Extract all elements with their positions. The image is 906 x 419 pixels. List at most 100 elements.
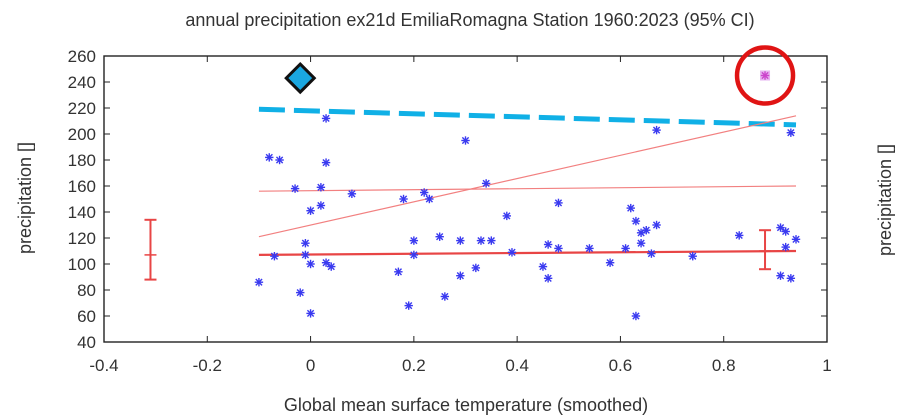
data-point <box>301 239 310 248</box>
data-point <box>791 235 801 244</box>
data-point <box>652 220 661 230</box>
data-point <box>786 274 796 283</box>
y-tick-label: 80 <box>77 281 96 300</box>
chart-title: annual precipitation ex21d EmiliaRomagna… <box>185 10 754 30</box>
data-points <box>254 114 801 321</box>
x-tick-label: 0.8 <box>712 356 736 375</box>
highlight-circle <box>734 45 796 106</box>
data-point <box>321 258 331 267</box>
y-tick-label: 240 <box>68 73 96 92</box>
data-point <box>781 242 790 252</box>
data-point <box>456 236 465 245</box>
data-point <box>626 203 635 213</box>
data-point <box>419 188 429 197</box>
data-point <box>394 267 403 276</box>
data-point <box>786 128 796 137</box>
data-point <box>688 252 697 261</box>
data-point <box>399 194 408 204</box>
data-point <box>456 271 465 280</box>
data-point <box>554 198 563 208</box>
x-tick-label: -0.4 <box>89 356 118 375</box>
data-point <box>652 125 661 135</box>
x-tick-label: -0.2 <box>193 356 222 375</box>
diamond-marker <box>284 61 317 95</box>
y-tick-label: 40 <box>77 333 96 352</box>
data-point <box>605 258 615 267</box>
y-axis-label: precipitation [] <box>15 142 35 254</box>
data-point <box>543 274 553 283</box>
data-point <box>487 236 496 245</box>
data-point <box>631 311 641 321</box>
data-point <box>347 189 357 198</box>
data-point <box>275 155 284 165</box>
data-point <box>781 227 790 236</box>
data-point <box>647 249 656 258</box>
data-point <box>306 259 315 269</box>
data-point <box>502 211 512 221</box>
x-tick-label: 1 <box>822 356 831 375</box>
y-tick-label: 220 <box>68 99 96 118</box>
data-point <box>507 248 517 257</box>
y-axis: 40 60 80 100 120 140 160 180 200 220 240 260 <box>68 47 827 352</box>
data-point <box>265 153 274 162</box>
y-tick-label: 180 <box>68 151 96 170</box>
y-tick-label: 140 <box>68 203 96 222</box>
fit-line <box>258 106 797 128</box>
data-point <box>440 292 450 301</box>
data-point <box>316 183 326 192</box>
error-bars <box>144 218 772 281</box>
data-point <box>404 301 413 310</box>
data-point <box>321 114 331 123</box>
data-point <box>631 216 641 226</box>
data-point <box>435 232 444 241</box>
data-point <box>316 201 326 210</box>
x-tick-label: 0 <box>306 356 315 375</box>
data-point <box>409 250 419 260</box>
data-point <box>636 239 646 248</box>
data-point <box>254 278 264 287</box>
data-point <box>409 236 419 245</box>
fit-line <box>258 185 797 192</box>
data-point <box>471 263 481 273</box>
x-axis-label: Global mean surface temperature (smoothe… <box>284 395 648 415</box>
data-point <box>327 262 336 271</box>
y-tick-label: 160 <box>68 177 96 196</box>
data-point <box>481 179 491 188</box>
x-tick-label: 0.2 <box>402 356 426 375</box>
fit-lines <box>258 106 797 256</box>
fit-line <box>258 115 797 238</box>
data-point <box>476 236 486 245</box>
data-point <box>321 158 331 167</box>
x-tick-label: 0.4 <box>505 356 529 375</box>
y-tick-label: 200 <box>68 125 96 144</box>
y-tick-label: 120 <box>68 229 96 248</box>
data-point <box>296 288 305 297</box>
y-tick-label: 60 <box>77 307 96 326</box>
x-tick-label: 0.6 <box>609 356 633 375</box>
y-tick-label: 260 <box>68 47 96 66</box>
data-point <box>554 244 563 253</box>
data-point <box>642 226 651 235</box>
x-axis: -0.4 -0.2 0 0.2 0.4 0.6 0.8 1 <box>89 56 832 375</box>
data-point <box>621 244 630 253</box>
data-point <box>270 252 279 261</box>
fit-line <box>258 249 797 256</box>
data-point <box>735 231 744 240</box>
data-point <box>776 223 785 232</box>
data-point <box>776 271 785 280</box>
highlight-point <box>760 71 770 80</box>
plot-frame <box>103 55 828 343</box>
data-point <box>425 194 434 204</box>
data-point <box>306 206 315 215</box>
data-point <box>290 184 300 193</box>
special-markers <box>284 45 796 106</box>
data-point <box>306 309 315 318</box>
y-axis-label-right: precipitation [] <box>875 144 895 256</box>
data-point <box>461 136 470 145</box>
data-point <box>301 250 310 260</box>
data-point <box>543 240 553 249</box>
data-point <box>585 244 594 253</box>
y-tick-label: 100 <box>68 255 96 274</box>
data-point <box>538 262 548 271</box>
